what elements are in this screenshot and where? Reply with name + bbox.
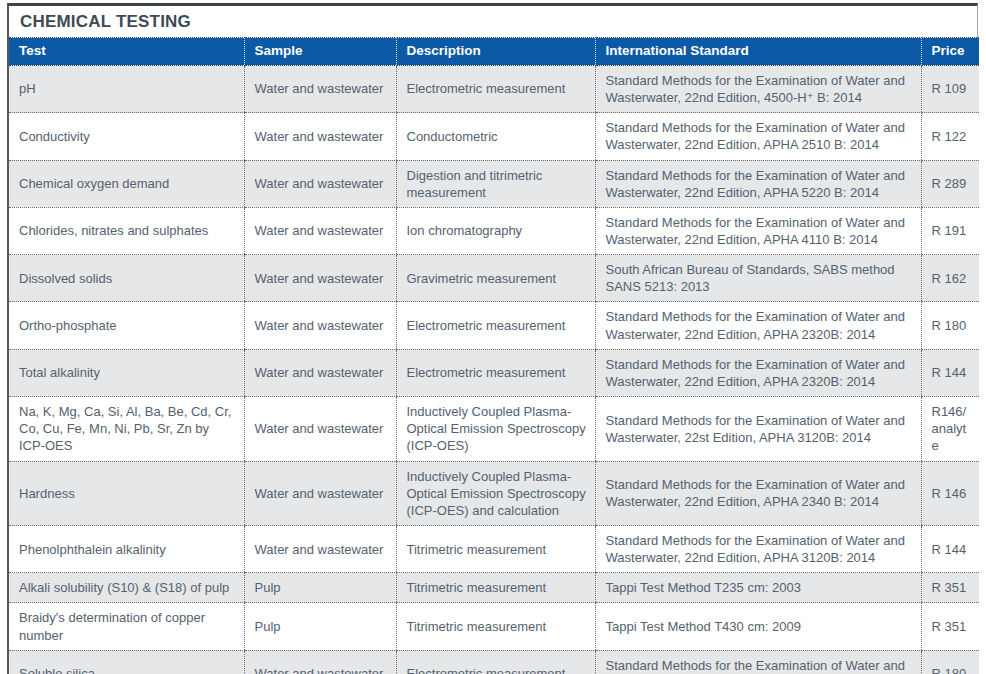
cell-sample: Pulp [244, 603, 396, 650]
cell-standard: Standard Methods for the Examination of … [595, 160, 921, 207]
cell-sample: Water and wastewater [244, 65, 396, 112]
cell-standard: Standard Methods for the Examination of … [595, 65, 921, 112]
chemical-testing-panel: CHEMICAL TESTING Test Sample Description… [7, 3, 978, 674]
cell-price: R 351 [921, 603, 979, 650]
page-title: CHEMICAL TESTING [20, 12, 191, 31]
cell-standard: Standard Methods for the Examination of … [595, 397, 921, 461]
cell-price: R 146 [921, 461, 979, 525]
cell-description: Electrometric measurement [396, 65, 595, 112]
cell-standard: Standard Methods for the Examination of … [595, 207, 921, 254]
cell-sample: Water and wastewater [244, 650, 396, 674]
table-row: Dissolved solidsWater and wastewaterGrav… [9, 255, 979, 302]
cell-sample: Water and wastewater [244, 113, 396, 160]
cell-sample: Water and wastewater [244, 207, 396, 254]
cell-test: Chemical oxygen demand [9, 160, 244, 207]
cell-description: Ion chromatography [396, 207, 595, 254]
cell-sample: Water and wastewater [244, 302, 396, 349]
cell-standard: Standard Methods for the Examination of … [595, 526, 921, 573]
cell-test: Alkali solubility (S10) & (S18) of pulp [9, 573, 244, 603]
table-row: Braidy's determination of copper numberP… [9, 603, 979, 650]
cell-description: Titrimetric measurement [396, 603, 595, 650]
cell-price: R 191 [921, 207, 979, 254]
table-row: Soluble silicaWater and wastewaterElectr… [9, 650, 979, 674]
title-bar: CHEMICAL TESTING [9, 6, 977, 37]
column-header-sample: Sample [244, 38, 396, 66]
cell-price: R146/ analyte [921, 397, 979, 461]
cell-price: R 289 [921, 160, 979, 207]
table-row: Phenolphthalein alkalinityWater and wast… [9, 526, 979, 573]
table-row: Total alkalinityWater and wastewaterElec… [9, 349, 979, 396]
cell-description: Titrimetric measurement [396, 526, 595, 573]
table-row: Ortho-phosphateWater and wastewaterElect… [9, 302, 979, 349]
table-row: Chemical oxygen demandWater and wastewat… [9, 160, 979, 207]
cell-sample: Water and wastewater [244, 349, 396, 396]
cell-sample: Water and wastewater [244, 397, 396, 461]
cell-standard: Tappi Test Method T235 cm: 2003 [595, 573, 921, 603]
cell-sample: Pulp [244, 573, 396, 603]
cell-test: Soluble silica [9, 650, 244, 674]
cell-test: Conductivity [9, 113, 244, 160]
cell-description: Titrimetric measurement [396, 573, 595, 603]
cell-test: Phenolphthalein alkalinity [9, 526, 244, 573]
column-header-test: Test [9, 38, 244, 66]
cell-description: Electrometric measurement [396, 349, 595, 396]
cell-sample: Water and wastewater [244, 461, 396, 525]
cell-test: Na, K, Mg, Ca, Si, Al, Ba, Be, Cd, Cr, C… [9, 397, 244, 461]
cell-description: Electrometric measurement [396, 302, 595, 349]
table-row: HardnessWater and wastewaterInductively … [9, 461, 979, 525]
cell-standard: Tappi Test Method T430 cm: 2009 [595, 603, 921, 650]
cell-price: R 122 [921, 113, 979, 160]
cell-standard: Standard Methods for the Examination of … [595, 461, 921, 525]
column-header-price: Price [921, 38, 979, 66]
cell-test: Braidy's determination of copper number [9, 603, 244, 650]
cell-description: Electrometric measurement [396, 650, 595, 674]
table-row: Alkali solubility (S10) & (S18) of pulpP… [9, 573, 979, 603]
cell-description: Gravimetric measurement [396, 255, 595, 302]
cell-standard: Standard Methods for the Examination of … [595, 650, 921, 674]
column-header-standard: International Standard [595, 38, 921, 66]
cell-price: R 144 [921, 349, 979, 396]
cell-sample: Water and wastewater [244, 255, 396, 302]
cell-standard: Standard Methods for the Examination of … [595, 113, 921, 160]
cell-standard: Standard Methods for the Examination of … [595, 302, 921, 349]
cell-description: Digestion and titrimetric measurement [396, 160, 595, 207]
cell-description: Inductively Coupled Plasma-Optical Emiss… [396, 397, 595, 461]
cell-description: Inductively Coupled Plasma-Optical Emiss… [396, 461, 595, 525]
cell-test: Ortho-phosphate [9, 302, 244, 349]
cell-test: Total alkalinity [9, 349, 244, 396]
cell-sample: Water and wastewater [244, 526, 396, 573]
cell-price: R 351 [921, 573, 979, 603]
cell-test: pH [9, 65, 244, 112]
column-header-description: Description [396, 38, 595, 66]
cell-test: Chlorides, nitrates and sulphates [9, 207, 244, 254]
cell-standard: South African Bureau of Standards, SABS … [595, 255, 921, 302]
cell-price: R 162 [921, 255, 979, 302]
cell-price: R 144 [921, 526, 979, 573]
cell-sample: Water and wastewater [244, 160, 396, 207]
table-row: ConductivityWater and wastewaterConducto… [9, 113, 979, 160]
cell-price: R 109 [921, 65, 979, 112]
cell-price: R 180 [921, 650, 979, 674]
cell-price: R 180 [921, 302, 979, 349]
table-body: pHWater and wastewaterElectrometric meas… [9, 65, 979, 674]
cell-test: Hardness [9, 461, 244, 525]
table-row: pHWater and wastewaterElectrometric meas… [9, 65, 979, 112]
table-row: Na, K, Mg, Ca, Si, Al, Ba, Be, Cd, Cr, C… [9, 397, 979, 461]
tests-table: Test Sample Description International St… [9, 37, 979, 674]
table-row: Chlorides, nitrates and sulphatesWater a… [9, 207, 979, 254]
cell-description: Conductometric [396, 113, 595, 160]
cell-test: Dissolved solids [9, 255, 244, 302]
cell-standard: Standard Methods for the Examination of … [595, 349, 921, 396]
table-header-row: Test Sample Description International St… [9, 38, 979, 66]
